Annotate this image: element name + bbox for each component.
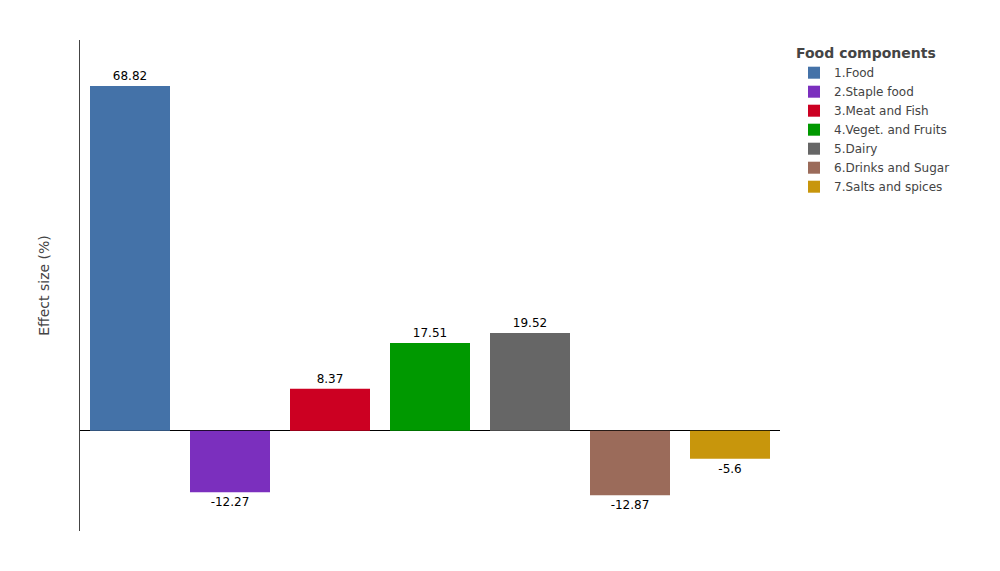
svg-text:17.51: 17.51 (413, 326, 447, 340)
svg-text:Food components: Food components (796, 45, 936, 61)
svg-text:-12.87: -12.87 (611, 498, 650, 512)
svg-text:4.Veget. and Fruits: 4.Veget. and Fruits (834, 123, 947, 137)
svg-text:1.Food: 1.Food (834, 66, 874, 80)
svg-text:19.52: 19.52 (513, 316, 547, 330)
svg-text:3.Meat and Fish: 3.Meat and Fish (834, 104, 929, 118)
svg-text:5.Dairy: 5.Dairy (834, 142, 877, 156)
svg-text:-5.6: -5.6 (718, 462, 741, 476)
svg-text:6.Drinks and Sugar: 6.Drinks and Sugar (834, 161, 949, 175)
svg-text:-12.27: -12.27 (211, 495, 250, 509)
svg-text:68.82: 68.82 (113, 69, 147, 83)
svg-text:Effect size (%): Effect size (%) (36, 235, 52, 336)
svg-text:7.Salts and spices: 7.Salts and spices (834, 180, 942, 194)
svg-text:8.37: 8.37 (317, 372, 344, 386)
svg-text:2.Staple food: 2.Staple food (834, 85, 914, 99)
